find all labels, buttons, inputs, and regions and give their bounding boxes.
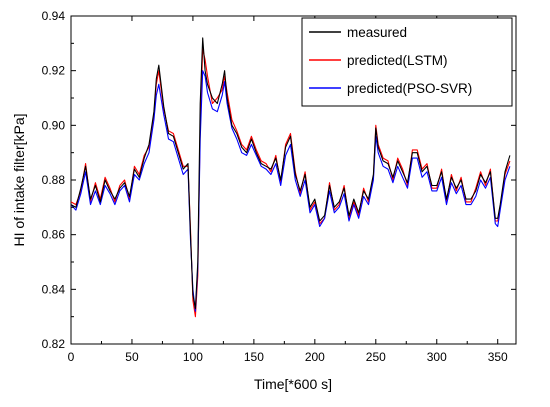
legend-label-measured: measured [347,25,407,40]
y-tick-label-0: 0.82 [42,337,66,351]
y-tick-label-1: 0.84 [42,282,66,296]
y-tick-label-6: 0.94 [42,9,66,23]
x-tick-label-1: 50 [125,350,139,364]
x-tick-label-6: 300 [427,350,447,364]
x-tick-label-2: 100 [183,350,203,364]
x-tick-label-3: 150 [244,350,264,364]
x-tick-label-5: 250 [366,350,386,364]
legend-label-pso-svr: predicted(PSO-SVR) [347,81,472,96]
x-tick-label-4: 200 [305,350,325,364]
x-tick-label-7: 350 [488,350,508,364]
x-tick-label-0: 0 [68,350,75,364]
y-axis-title: HI of intake filter[kPa] [11,113,27,246]
y-tick-label-4: 0.90 [42,118,66,132]
legend: measured predicted(LSTM) predicted(PSO-S… [301,17,513,107]
legend-label-lstm: predicted(LSTM) [347,53,448,68]
series-line-measured [70,37,511,310]
x-axis-title: Time[*600 s] [254,376,332,392]
y-tick-label-2: 0.86 [42,228,66,242]
y-tick-label-3: 0.88 [42,173,66,187]
y-axis: 0.82 0.84 0.86 0.88 0.90 0.92 0.94 [42,9,516,351]
series-layer [70,37,511,318]
y-tick-label-5: 0.92 [42,64,66,78]
series-line-predicted-pso-svr [70,70,511,312]
